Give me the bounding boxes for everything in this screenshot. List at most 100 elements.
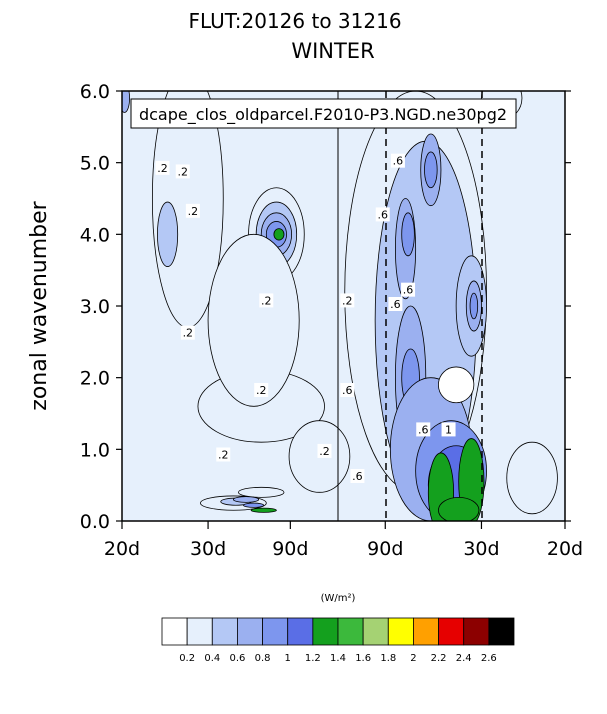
contour-label-bg [441, 422, 456, 437]
contour-label: .6 [403, 284, 414, 297]
colorbar-level-label: 2.4 [456, 653, 472, 664]
y-tick-label: 1.0 [80, 439, 110, 461]
contour-label: .6 [390, 298, 401, 311]
colorbar-swatch [463, 617, 490, 646]
colorbar-swatch [161, 617, 188, 646]
colorbar-swatch [237, 617, 263, 646]
contour-label: .2 [342, 294, 353, 307]
y-tick-label: 5.0 [80, 153, 110, 175]
contour-label: .2 [256, 384, 267, 397]
contour-region-3 [232, 496, 260, 503]
contour-label: .2 [157, 162, 168, 175]
colorbar-swatch [262, 617, 289, 646]
colorbar: 0.2 0.4 0.6 0.8 1 1.2 1.4 1.6 1.8 2 2.2 2.4 2.6 [161, 617, 515, 664]
x-tick-label: 90d [367, 538, 403, 560]
label-box: dcape_clos_oldparcel.F2010-P3.NGD.ne30pg… [130, 98, 517, 129]
contour-region-32 [469, 292, 479, 320]
contour-region-29 [438, 496, 480, 521]
contour-region-7 [157, 201, 179, 267]
contour-label: .2 [178, 165, 189, 178]
colorbar-swatch [211, 617, 238, 646]
contour-label-bg [340, 383, 355, 397]
reference-lines [337, 91, 483, 521]
contour-region-21 [424, 151, 438, 189]
colorbar-level-label: 1 [285, 653, 291, 664]
contour-label-bg [375, 207, 390, 222]
contour-label: .2 [218, 449, 229, 462]
contour-label-bg [155, 160, 170, 175]
colorbar-level-label: 0.6 [229, 653, 245, 664]
contour-label: .2 [319, 445, 330, 458]
y-tick-label: 6.0 [80, 81, 110, 103]
contour-label: .6 [352, 470, 363, 483]
contour-label-bg [390, 153, 405, 168]
contour-region-1 [238, 486, 285, 498]
colorbar-level-label: 1.2 [305, 653, 321, 664]
y-tick-label: 4.0 [80, 224, 110, 246]
colorbar-swatch [488, 617, 515, 646]
contour-label: .2 [183, 327, 194, 340]
y-axis: 0.0 1.0 2.0 3.0 4.0 5.0 6.0 [80, 81, 571, 533]
contour-label-bg [350, 469, 365, 483]
x-tick-label: 90d [272, 538, 308, 560]
colorbar-level-label: 0.4 [204, 653, 220, 664]
contour-label: .6 [377, 208, 388, 221]
contour-label-bg [180, 325, 195, 340]
contour-region-34 [506, 441, 558, 515]
y-axis-title: zonal wavenumber [27, 200, 52, 410]
colorbar-level-label: 1.6 [355, 653, 371, 664]
contour-region-19 [401, 212, 415, 257]
contour-region-5 [250, 507, 277, 513]
contour-region-14 [207, 233, 300, 407]
colorbar-level-label: 0.2 [179, 653, 195, 664]
contour-region-12 [273, 228, 285, 241]
contour-region-4 [243, 502, 265, 508]
x-axis: 20d 30d 90d 90d 30d 20d [104, 521, 583, 560]
contour-label: .2 [188, 205, 199, 218]
colorbar-swatch [413, 617, 439, 646]
colorbar-swatch [438, 617, 465, 646]
contour-label: 1 [445, 423, 452, 436]
contour-label: .2 [261, 294, 272, 307]
colorbar-swatch [186, 617, 213, 646]
y-tick-label: 0.0 [80, 511, 110, 533]
colorbar-level-label: 0.8 [255, 653, 271, 664]
contour-region-33 [438, 366, 475, 404]
contour-labels: .2.2.2.2.2.2.2.2.2.6.6.6.6.6.6.61 [155, 153, 456, 483]
x-tick-label: 30d [463, 538, 499, 560]
contour-label-bg [175, 164, 190, 179]
chart-subtitle: WINTER [291, 39, 374, 63]
contour-label-bg [416, 422, 431, 437]
contour-label-bg [340, 293, 355, 308]
x-tick-label: 20d [104, 538, 140, 560]
colorbar-swatch [387, 617, 414, 646]
contour-label-bg [259, 293, 274, 308]
colorbar-swatch [337, 617, 364, 646]
contour-label-bg [317, 443, 332, 458]
contour-label-bg [185, 203, 200, 218]
contour-label: .6 [342, 384, 353, 397]
x-tick-label: 20d [547, 538, 583, 560]
contour-label-bg [388, 297, 403, 311]
colorbar-level-label: 1.8 [380, 653, 396, 664]
contour-label-bg [216, 447, 231, 462]
x-tick-label: 30d [190, 538, 226, 560]
label-box-text: dcape_clos_oldparcel.F2010-P3.NGD.ne30pg… [139, 105, 507, 125]
colorbar-level-label: 1.4 [330, 653, 346, 664]
y-tick-label: 2.0 [80, 368, 110, 390]
colorbar-swatch [287, 617, 314, 646]
colorbar-swatch [362, 617, 389, 646]
colorbar-unit-label: (W/m²) [321, 593, 356, 604]
colorbar-level-label: 2.2 [431, 653, 447, 664]
y-tick-label: 3.0 [80, 296, 110, 318]
contour-label: .6 [393, 155, 404, 168]
colorbar-swatch [312, 617, 339, 646]
colorbar-level-label: 2.6 [481, 653, 497, 664]
contour-label: .6 [418, 423, 429, 436]
chart-title: FLUT:20126 to 31216 [188, 9, 401, 33]
contour-region-36 [122, 91, 130, 113]
contour-label-bg [401, 282, 416, 297]
contour-label-bg [254, 383, 269, 397]
colorbar-level-label: 2 [410, 653, 416, 664]
